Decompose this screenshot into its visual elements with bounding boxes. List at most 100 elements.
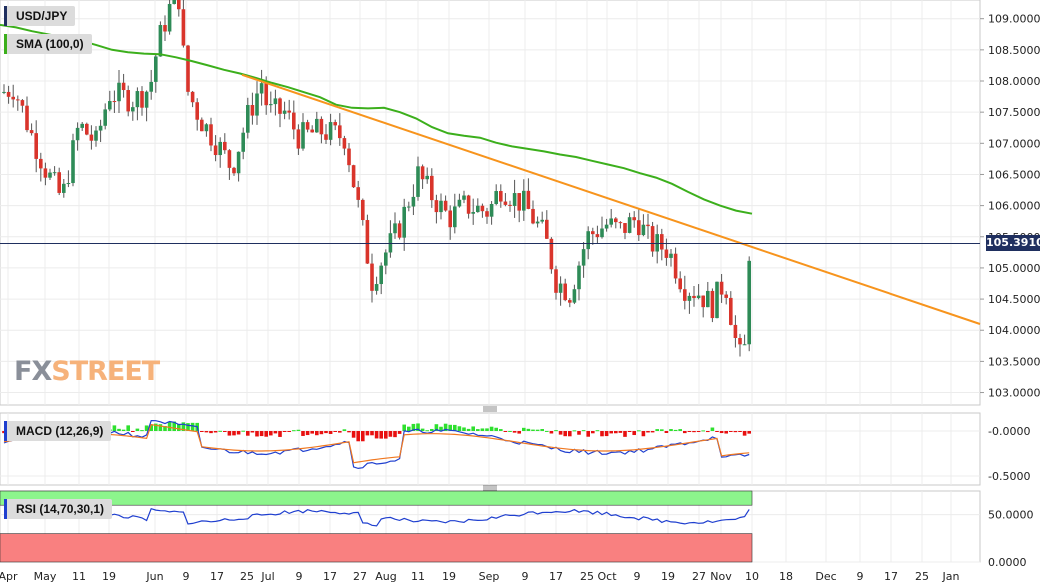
macd-histogram-bar <box>655 429 659 431</box>
candle-body <box>227 150 232 168</box>
macd-histogram-bar <box>471 426 475 431</box>
candle-body <box>223 141 227 151</box>
macd-histogram-bar <box>213 431 218 433</box>
candle-body <box>384 252 388 266</box>
macd-histogram-bar <box>701 430 705 432</box>
macd-histogram-bar <box>397 431 402 434</box>
macd-histogram-bar <box>462 427 466 431</box>
candle-body <box>535 221 540 224</box>
macd-histogram-bar <box>186 423 190 431</box>
macd-histogram-bar <box>568 431 572 437</box>
candle-body <box>209 124 213 146</box>
macd-histogram-bar <box>641 431 646 437</box>
candle-body <box>494 191 498 205</box>
x-tick-label: 11 <box>411 570 425 583</box>
macd-histogram-bar <box>448 424 452 431</box>
panel-frame-1 <box>0 412 981 486</box>
candle-body <box>747 260 751 345</box>
candle-body <box>163 25 167 32</box>
candle-body <box>301 122 305 149</box>
macd-histogram-bar <box>457 426 462 431</box>
candle-body <box>259 83 264 94</box>
macd-histogram-bar <box>476 429 480 431</box>
macd-histogram-bar <box>246 431 250 436</box>
x-tick-label: 19 <box>661 570 675 583</box>
rsi-overbought-zone <box>0 490 753 506</box>
macd-histogram-bar <box>430 428 434 431</box>
candle-body <box>604 224 609 229</box>
macd-histogram-bar <box>259 431 264 437</box>
candle-body <box>16 99 20 101</box>
candle-body <box>742 344 747 346</box>
sma-label[interactable]: SMA (100,0) <box>4 34 92 54</box>
candle-body <box>29 130 34 134</box>
y-tick-label: 107.0000 <box>988 137 1041 150</box>
logo-street: STREET <box>51 356 160 387</box>
macd-histogram-bar <box>742 431 747 436</box>
macd-histogram-bar <box>545 430 549 432</box>
candle-body <box>20 100 25 106</box>
x-tick-label: Oct <box>597 570 617 583</box>
x-tick-label: Jul <box>260 570 274 583</box>
candle-body <box>522 190 526 211</box>
candle-body <box>57 172 61 193</box>
candle-body <box>315 118 319 133</box>
candle-body <box>39 158 43 169</box>
macd-histogram-bar <box>324 431 328 434</box>
candle-body <box>103 109 107 126</box>
candle-body <box>402 206 406 238</box>
candle-body <box>457 199 462 207</box>
candle-body <box>218 141 222 156</box>
candle-body <box>669 253 673 258</box>
macd-histogram-bar <box>361 431 365 442</box>
macd-histogram-bar <box>292 430 296 432</box>
macd-histogram-bar <box>646 431 650 433</box>
candle-body <box>347 148 351 166</box>
x-tick-label: Apr <box>0 570 18 583</box>
macd-histogram-bar <box>388 431 393 437</box>
candle-body <box>430 175 434 201</box>
y-tick-label: 108.0000 <box>988 75 1041 88</box>
candle-body <box>158 25 163 57</box>
candle-body <box>715 281 719 319</box>
macd-histogram-bar <box>255 431 259 437</box>
macd-label[interactable]: MACD (12,26,9) <box>4 421 112 441</box>
macd-histogram-bar <box>683 431 687 434</box>
x-tick-label: 19 <box>442 570 456 583</box>
pair-label-text: USD/JPY <box>16 9 68 23</box>
macd-histogram-bar <box>738 431 742 432</box>
candle-body <box>627 217 632 233</box>
macd-histogram-bar <box>273 431 278 434</box>
candle-body <box>563 283 567 301</box>
macd-histogram-bar <box>356 431 360 442</box>
macd-histogram-bar <box>692 431 696 433</box>
candle-body <box>131 107 135 112</box>
candle-body <box>62 183 66 193</box>
x-tick-label: 17 <box>549 570 563 583</box>
macd-histogram-bar <box>586 431 590 437</box>
macd-histogram-bar <box>342 429 347 431</box>
candle-body <box>48 172 52 178</box>
x-tick-label: 11 <box>72 570 86 583</box>
macd-histogram-bar <box>526 428 531 431</box>
candle-body <box>273 98 278 105</box>
candle-body <box>692 295 696 299</box>
candle-body <box>600 228 604 238</box>
macd-histogram-bar <box>485 428 489 431</box>
x-tick-label: 25 <box>915 570 929 583</box>
macd-histogram-bar <box>117 428 121 431</box>
macd-histogram-bar <box>209 431 213 434</box>
candle-body <box>89 134 94 141</box>
candle-body <box>305 122 310 130</box>
candle-body <box>71 140 75 184</box>
candle-body <box>2 91 6 93</box>
x-tick-label: 9 <box>634 570 641 583</box>
candle-body <box>121 82 126 91</box>
candle-body <box>319 118 324 135</box>
x-tick-label: 17 <box>884 570 898 583</box>
candle-body <box>683 289 687 301</box>
candle-body <box>255 93 259 116</box>
candle-body <box>591 231 595 235</box>
pair-label[interactable]: USD/JPY <box>4 6 76 26</box>
rsi-label[interactable]: RSI (14,70,30,1) <box>4 499 113 519</box>
